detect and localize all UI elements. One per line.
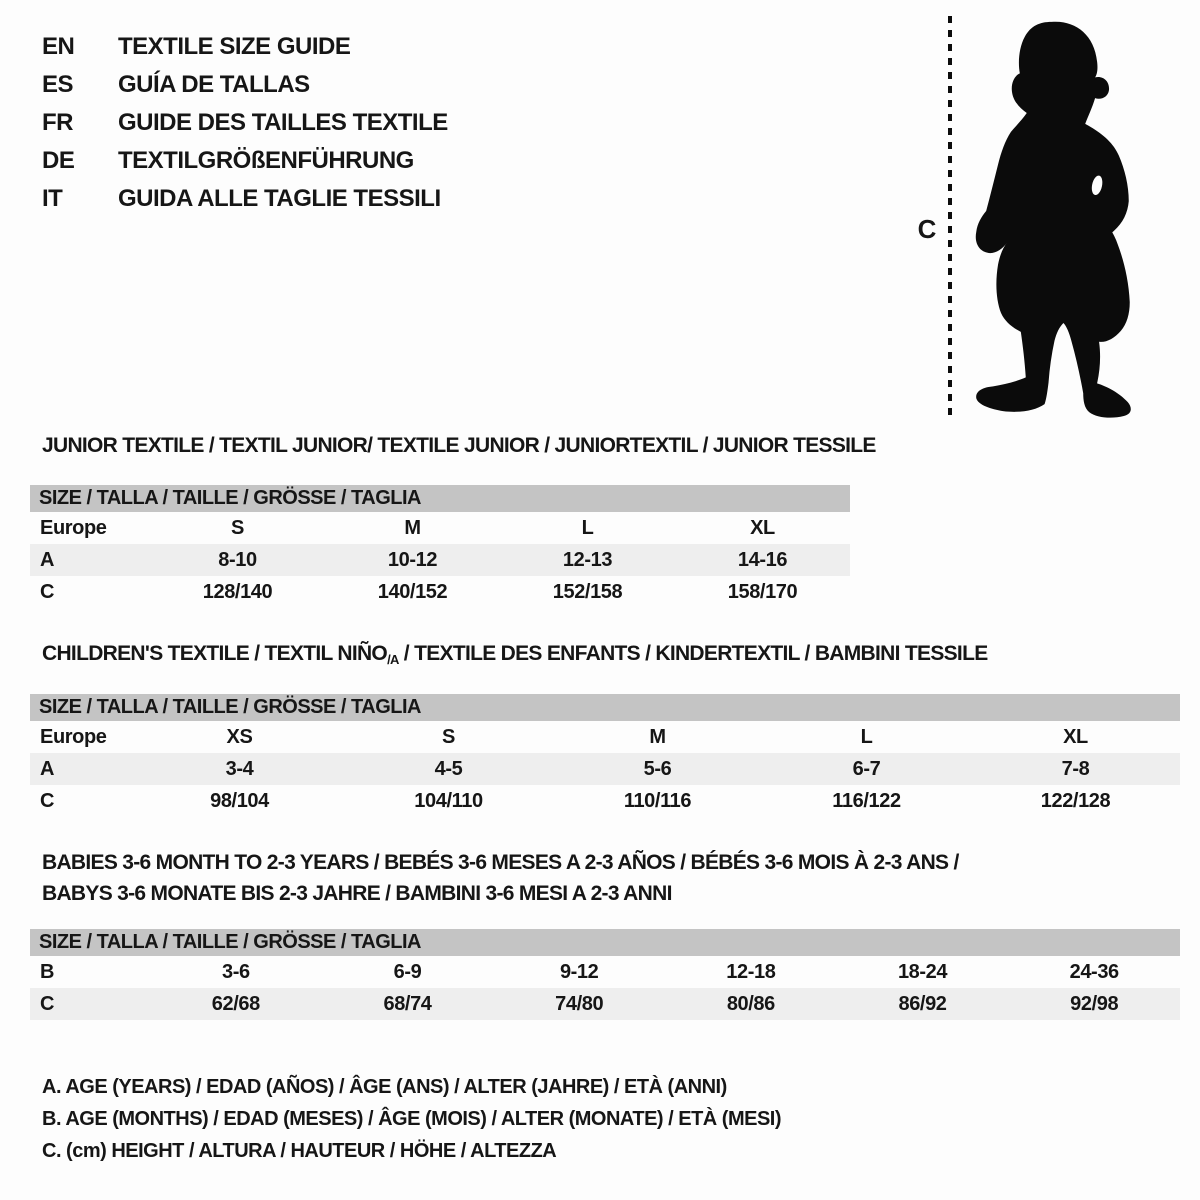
size-value: 24-36 (1069, 960, 1120, 983)
size-value: 14-16 (737, 548, 788, 571)
row-label: Europe (40, 516, 107, 539)
table-row-height: C 128/140 140/152 152/158 158/170 (30, 576, 850, 608)
table-row-age: A 3-4 4-5 5-6 6-7 7-8 (30, 753, 1180, 785)
size-col-header: S (231, 516, 244, 539)
table-row-age: A 8-10 10-12 12-13 14-16 (30, 544, 850, 576)
size-value: 98/104 (210, 789, 269, 812)
size-value: 74/80 (555, 992, 604, 1015)
junior-size-table: SIZE / TALLA / TAILLE / GRÖSSE / TAGLIA … (30, 485, 850, 608)
size-value: 10-12 (387, 548, 438, 571)
language-row-de: DE TEXTILGRÖßENFÜHRUNG (42, 142, 448, 180)
size-value: 12-13 (562, 548, 613, 571)
language-code: ES (42, 71, 74, 98)
size-value: 7-8 (1061, 757, 1090, 780)
language-row-es: ES GUÍA DE TALLAS (42, 66, 448, 104)
size-value: 12-18 (726, 960, 776, 983)
size-value: 110/116 (623, 789, 692, 812)
size-value: 158/170 (727, 580, 798, 603)
guide-title-es: GUÍA DE TALLAS (118, 71, 310, 98)
language-row-it: IT GUIDA ALLE TAGLIE TESSILI (42, 180, 448, 218)
size-value: 128/140 (202, 580, 273, 603)
size-value: 80/86 (726, 992, 775, 1015)
row-label: C (40, 992, 55, 1015)
table-header-size: SIZE / TALLA / TAILLE / GRÖSSE / TAGLIA (30, 929, 1180, 956)
language-code: DE (42, 147, 75, 174)
row-label: C (40, 580, 55, 603)
language-code: IT (42, 185, 63, 212)
height-measure-dashed-line (948, 16, 952, 416)
size-col-header: M (404, 516, 421, 539)
language-row-en: EN TEXTILE SIZE GUIDE (42, 28, 448, 66)
size-col-header: XS (226, 725, 253, 748)
size-value: 116/122 (832, 789, 901, 812)
size-col-header: XL (750, 516, 775, 539)
children-title-post: / TEXTILE DES ENFANTS / KINDERTEXTIL / B… (398, 642, 988, 665)
children-title-sub: /A (387, 652, 399, 667)
toddler-silhouette-image (975, 21, 1131, 418)
size-value: 122/128 (1040, 789, 1111, 812)
guide-title-en: TEXTILE SIZE GUIDE (118, 33, 351, 60)
row-label: A (40, 548, 55, 571)
junior-section-title: JUNIOR TEXTILE / TEXTIL JUNIOR/ TEXTILE … (42, 434, 876, 457)
language-code: FR (42, 109, 74, 136)
guide-title-fr: GUIDE DES TAILLES TEXTILE (118, 109, 448, 136)
size-value: 4-5 (434, 757, 463, 780)
size-value: 140/152 (377, 580, 448, 603)
table-header-size: SIZE / TALLA / TAILLE / GRÖSSE / TAGLIA (30, 485, 850, 512)
language-title-block: EN TEXTILE SIZE GUIDE ES GUÍA DE TALLAS … (42, 28, 448, 218)
children-section-title: CHILDREN'S TEXTILE / TEXTIL NIÑO/A / TEX… (42, 642, 988, 667)
guide-title-it: GUIDA ALLE TAGLIE TESSILI (118, 185, 441, 212)
legend-age-months: B. AGE (MONTHS) / EDAD (MESES) / ÂGE (MO… (42, 1107, 782, 1130)
size-value: 5-6 (643, 757, 672, 780)
size-value: 3-4 (225, 757, 254, 780)
size-col-header: XL (1063, 725, 1088, 748)
size-value: 86/92 (898, 992, 947, 1015)
table-row-europe: Europe S M L XL (30, 512, 850, 544)
measure-label-c: C (917, 214, 937, 244)
children-title-pre: CHILDREN'S TEXTILE / TEXTIL NIÑO (42, 642, 388, 665)
size-col-header: S (442, 725, 455, 748)
row-label: C (40, 789, 55, 812)
legend-age-years: A. AGE (YEARS) / EDAD (AÑOS) / ÂGE (ANS)… (42, 1075, 727, 1098)
size-value: 152/158 (552, 580, 623, 603)
size-value: 8-10 (218, 548, 257, 571)
row-label: B (40, 960, 55, 983)
table-row-months: B 3-6 6-9 9-12 12-18 18-24 24-36 (30, 956, 1180, 988)
row-label: A (40, 757, 55, 780)
size-col-header: L (860, 725, 873, 748)
size-col-header: M (649, 725, 666, 748)
size-value: 104/110 (414, 789, 483, 812)
size-value: 68/74 (383, 992, 432, 1015)
language-row-fr: FR GUIDE DES TAILLES TEXTILE (42, 104, 448, 142)
table-row-height: C 62/68 68/74 74/80 80/86 86/92 92/98 (30, 988, 1180, 1020)
table-row-height: C 98/104 104/110 110/116 116/122 122/128 (30, 785, 1180, 817)
size-value: 6-7 (852, 757, 881, 780)
size-value: 92/98 (1070, 992, 1119, 1015)
table-row-europe: Europe XS S M L XL (30, 721, 1180, 753)
size-value: 9-12 (559, 960, 599, 983)
size-value: 6-9 (393, 960, 422, 983)
guide-title-de: TEXTILGRÖßENFÜHRUNG (118, 147, 414, 174)
table-header-size: SIZE / TALLA / TAILLE / GRÖSSE / TAGLIA (30, 694, 1180, 721)
legend-block: A. AGE (YEARS) / EDAD (AÑOS) / ÂGE (ANS)… (42, 1071, 782, 1167)
babies-section-title-line2: BABYS 3-6 MONATE BIS 2-3 JAHRE / BAMBINI… (42, 882, 672, 905)
size-col-header: L (581, 516, 594, 539)
size-value: 3-6 (221, 960, 250, 983)
size-value: 18-24 (897, 960, 948, 983)
babies-size-table: SIZE / TALLA / TAILLE / GRÖSSE / TAGLIA … (30, 929, 1180, 1020)
size-value: 62/68 (211, 992, 260, 1015)
babies-section-title-line1: BABIES 3-6 MONTH TO 2-3 YEARS / BEBÉS 3-… (42, 851, 959, 874)
arm-body-gap (1091, 175, 1103, 196)
children-size-table: SIZE / TALLA / TAILLE / GRÖSSE / TAGLIA … (30, 694, 1180, 817)
language-code: EN (42, 33, 75, 60)
legend-height-cm: C. (cm) HEIGHT / ALTURA / HAUTEUR / HÖHE… (42, 1139, 557, 1162)
row-label: Europe (40, 725, 107, 748)
